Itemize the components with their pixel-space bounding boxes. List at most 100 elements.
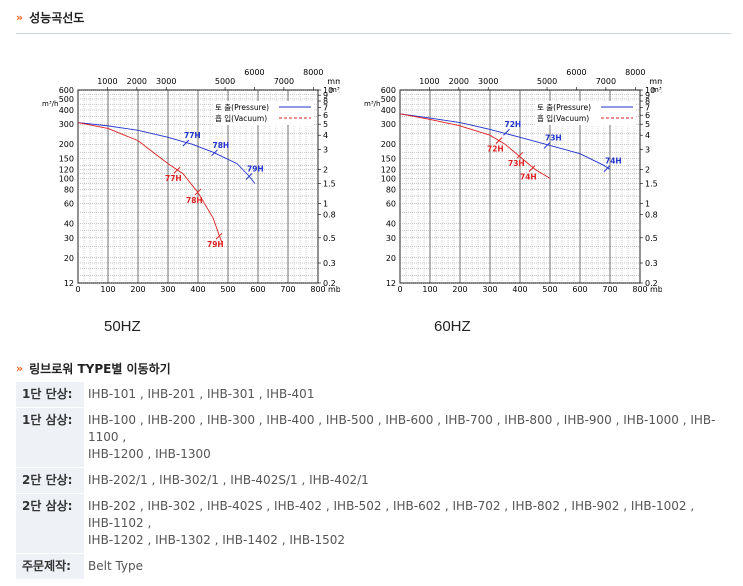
pressure-curve bbox=[77, 122, 256, 184]
curve-marker bbox=[495, 137, 503, 144]
curve-marker-label: 73H bbox=[545, 133, 562, 142]
section-divider bbox=[16, 33, 731, 34]
y-right-tick-label: 1 bbox=[323, 200, 328, 209]
x-tick-label: 600 bbox=[250, 285, 265, 294]
x-tick-label: 800 bbox=[632, 285, 647, 294]
models-title[interactable]: 링브로워 TYPE별 이동하기 bbox=[29, 361, 171, 376]
y-right-tick-label: 9 bbox=[645, 91, 650, 100]
y-right-tick-label: 8 bbox=[645, 97, 650, 106]
y-tick-label: 30 bbox=[386, 234, 396, 243]
x-axis-unit: mbar bbox=[328, 285, 340, 294]
x-top-tick-label: 7000 bbox=[274, 77, 294, 86]
model-line[interactable]: IHB-101 , IHB-201 , IHB-301 , IHB-401 bbox=[88, 387, 315, 401]
model-row: 2단 삼상: IHB-202 , IHB-302 , IHB-402S , IHB… bbox=[16, 493, 731, 554]
x-top-tick-label: 5000 bbox=[215, 77, 235, 86]
x-tick-label: 400 bbox=[190, 285, 205, 294]
legend-vacuum-label: 흡 입(Vacuum) bbox=[215, 113, 267, 123]
x-top-tick-label: 3000 bbox=[156, 77, 176, 86]
model-row-label: 2단 단상: bbox=[16, 467, 84, 494]
y-right-tick-label: 5 bbox=[323, 120, 328, 129]
y-right-tick-label: 7 bbox=[323, 104, 328, 113]
x-tick-label: 700 bbox=[602, 285, 617, 294]
y-right-tick-label: 3 bbox=[645, 145, 650, 154]
curve-marker-label: 78H bbox=[213, 141, 230, 150]
curve-marker bbox=[173, 166, 181, 174]
y-right-tick-label: 0.8 bbox=[323, 211, 336, 220]
model-line[interactable]: IHB-1102 , bbox=[88, 516, 152, 530]
curve-marker bbox=[182, 139, 190, 147]
y-right-tick-label: 10 bbox=[645, 86, 655, 95]
y-right-tick-label: 10 bbox=[323, 86, 333, 95]
y-tick-label: 300 bbox=[381, 120, 396, 129]
y-right-tick-label: 0.8 bbox=[645, 211, 658, 220]
model-line[interactable]: IHB-202/1 , IHB-302/1 , IHB-402S/1 , IHB… bbox=[88, 473, 369, 487]
model-row: 2단 단상: IHB-202/1 , IHB-302/1 , IHB-402S/1… bbox=[16, 467, 731, 494]
y-tick-label: 40 bbox=[64, 220, 74, 229]
model-line[interactable]: IHB-100 , IHB-200 , IHB-300 , IHB-400 , … bbox=[88, 413, 716, 427]
y-tick-label: 120 bbox=[381, 165, 396, 174]
y-tick-label: 40 bbox=[386, 220, 396, 229]
model-line[interactable]: IHB-202 , IHB-302 , IHB-402S , IHB-402 ,… bbox=[88, 499, 695, 513]
chart-50hz: 122030406080100120150200300400500600m³/h… bbox=[42, 68, 340, 294]
model-row-values[interactable]: IHB-101 , IHB-201 , IHB-301 , IHB-401 bbox=[84, 382, 731, 408]
curve-marker-label: 72H bbox=[487, 145, 504, 154]
y-right-axis-unit: m³/min bbox=[652, 86, 662, 94]
vacuum-curve bbox=[399, 113, 551, 179]
curve-marker bbox=[503, 128, 510, 136]
y-tick-label: 30 bbox=[64, 234, 74, 243]
y-right-tick-label: 1.5 bbox=[645, 180, 658, 189]
curve-marker bbox=[543, 142, 551, 149]
y-tick-label: 600 bbox=[59, 86, 74, 95]
model-row-values[interactable]: IHB-202/1 , IHB-302/1 , IHB-402S/1 , IHB… bbox=[84, 468, 731, 494]
y-tick-label: 20 bbox=[64, 254, 74, 263]
y-right-axis-unit: m³/min bbox=[330, 86, 340, 94]
y-right-tick-label: 9 bbox=[323, 91, 328, 100]
x-top-tick-label: 7000 bbox=[596, 77, 616, 86]
legend-vacuum-label: 흡 입(Vacuum) bbox=[537, 113, 589, 123]
model-line[interactable]: 1100 , bbox=[88, 430, 127, 444]
legend: 토 출(Pressure)흡 입(Vacuum) bbox=[535, 101, 635, 125]
model-row-values[interactable]: Belt Type bbox=[84, 554, 731, 580]
curve-marker-label: 73H bbox=[508, 159, 525, 168]
y-right-tick-label: 1.5 bbox=[323, 180, 336, 189]
models-heading: » 링브로워 TYPE별 이동하기 bbox=[16, 359, 171, 377]
y-right-tick-label: 6 bbox=[323, 111, 328, 120]
double-arrow-icon: » bbox=[16, 361, 23, 375]
model-list-table: 1단 단상: IHB-101 , IHB-201 , IHB-301 , IHB-… bbox=[16, 382, 731, 580]
x-tick-label: 100 bbox=[100, 285, 115, 294]
model-row-label: 2단 삼상: bbox=[16, 493, 84, 554]
y-tick-label: 200 bbox=[59, 140, 74, 149]
model-line[interactable]: Belt Type bbox=[88, 559, 144, 573]
curve-marker bbox=[211, 149, 218, 157]
y-tick-label: 600 bbox=[381, 86, 396, 95]
curve-marker-label: 72H bbox=[505, 120, 522, 129]
legend-pressure-label: 토 출(Pressure) bbox=[537, 102, 591, 112]
y-right-tick-label: 5 bbox=[645, 120, 650, 129]
model-row-values[interactable]: IHB-100 , IHB-200 , IHB-300 , IHB-400 , … bbox=[84, 408, 731, 468]
x-tick-label: 100 bbox=[422, 285, 437, 294]
x-top-tick-label: 2000 bbox=[449, 77, 469, 86]
curve-marker-label: 77H bbox=[184, 131, 201, 140]
x-tick-label: 300 bbox=[482, 285, 497, 294]
legend-box bbox=[535, 101, 635, 125]
curve-marker bbox=[516, 151, 524, 159]
model-line[interactable]: IHB-1200 , IHB-1300 bbox=[88, 447, 211, 461]
legend-pressure-label: 토 출(Pressure) bbox=[215, 102, 269, 112]
x-top-tick-label: 1000 bbox=[419, 77, 439, 86]
y-right-tick-label: 0.5 bbox=[323, 234, 336, 243]
x-top-tick-label: 8000 bbox=[625, 68, 645, 77]
y-tick-label: 400 bbox=[59, 106, 74, 115]
caption-60hz: 60HZ bbox=[434, 318, 471, 335]
caption-50hz: 50HZ bbox=[104, 318, 141, 335]
y-tick-label: 150 bbox=[381, 154, 396, 163]
model-row-values[interactable]: IHB-202 , IHB-302 , IHB-402S , IHB-402 ,… bbox=[84, 494, 731, 554]
y-right-tick-label: 2 bbox=[323, 165, 328, 174]
model-line[interactable]: IHB-1202 , IHB-1302 , IHB-1402 , IHB-150… bbox=[88, 533, 345, 547]
y-tick-label: 100 bbox=[59, 174, 74, 183]
y-right-tick-label: 8 bbox=[323, 97, 328, 106]
y-tick-label: 200 bbox=[381, 140, 396, 149]
y-right-tick-label: 4 bbox=[645, 131, 650, 140]
x-axis-unit: mbar bbox=[650, 285, 662, 294]
y-right-tick-label: 3 bbox=[323, 145, 328, 154]
y-right-tick-label: 0.5 bbox=[645, 234, 658, 243]
